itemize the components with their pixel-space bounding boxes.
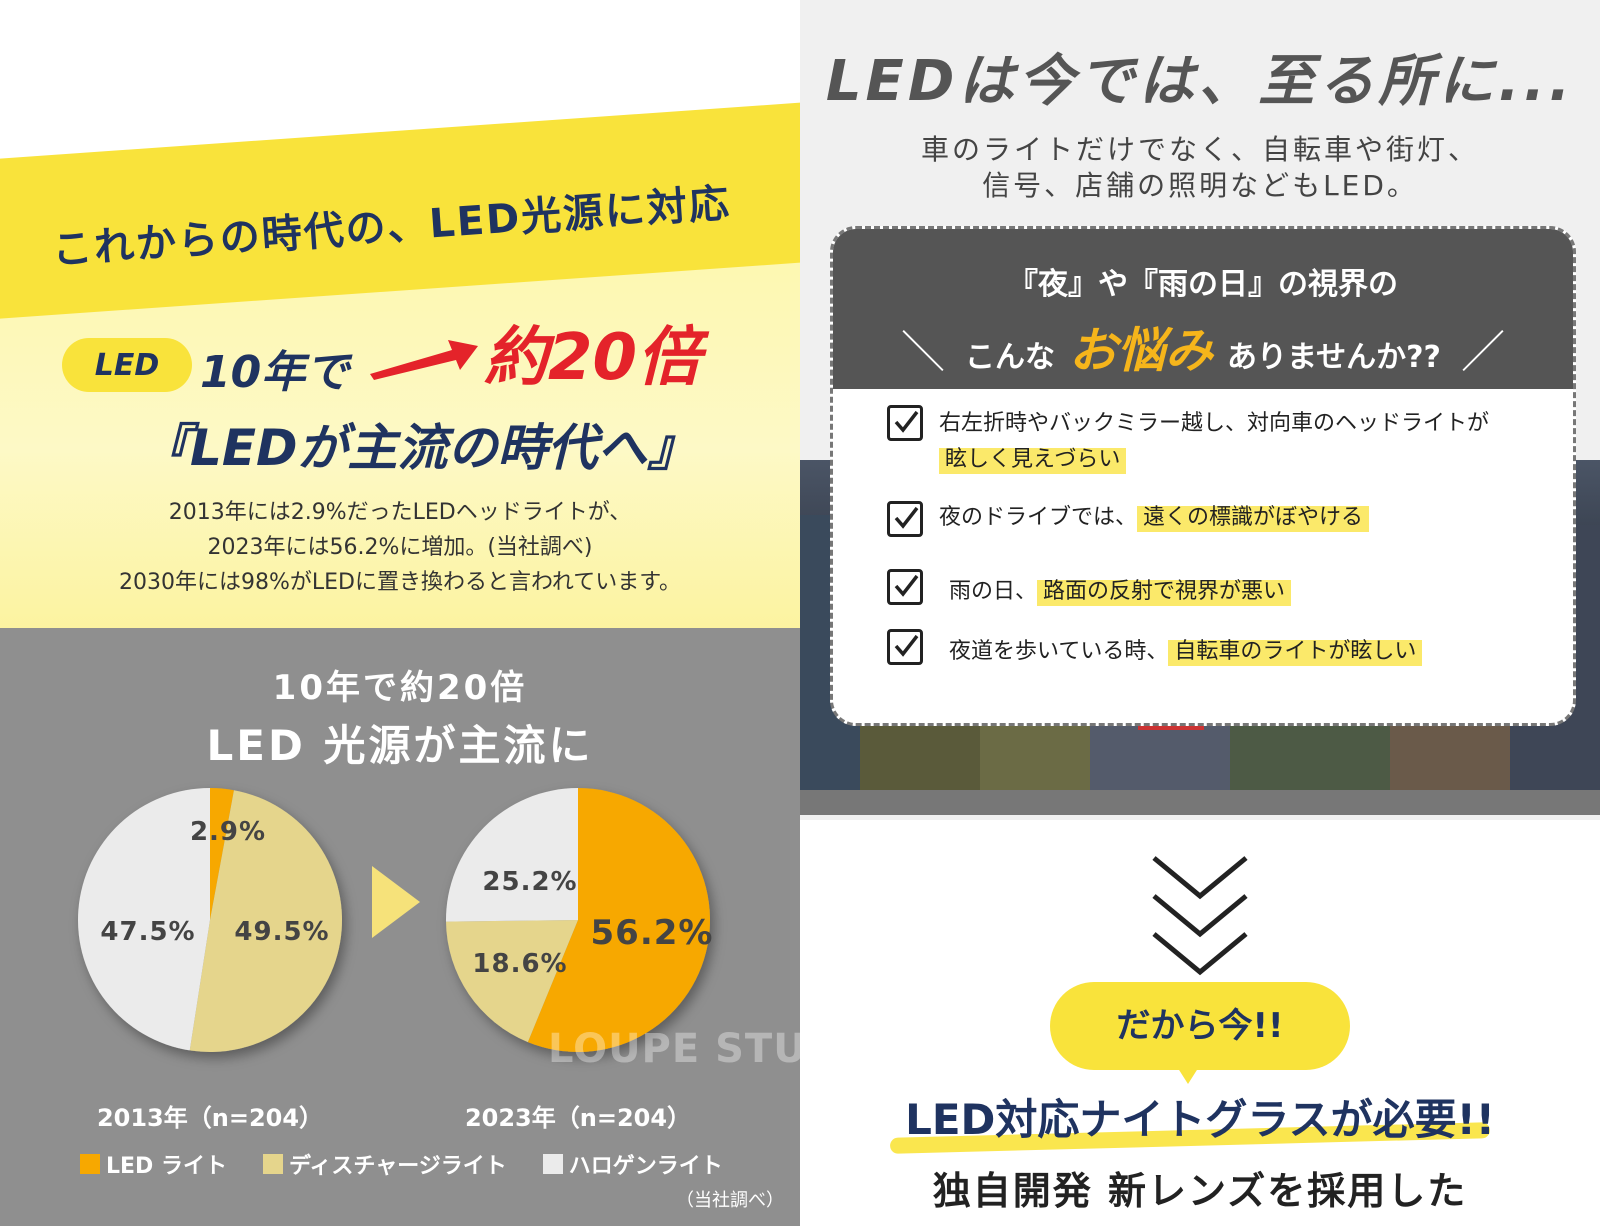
card-heading-1: 『夜』や『雨の日』の視界の: [1008, 267, 1398, 302]
concern-item-2: 夜のドライブでは、 遠くの標識がぼやける: [939, 499, 1370, 532]
pie-slice-1-0: [527, 788, 710, 1052]
chart-title-2: LED 光源が主流に: [206, 721, 594, 770]
red-arrow-icon: [370, 340, 478, 380]
concern-item-1: 右左折時やバックミラー越し、対向車のヘッドライトが: [939, 405, 1489, 437]
right-panel: LEDは今では、至る所に... 車のライトだけでなく、自転車や街灯、 信号、店舗…: [800, 0, 1600, 1226]
legend-swatch-discharge: [262, 1154, 283, 1174]
down-chevrons-icon: [1152, 856, 1248, 976]
description-line-1: 2013年には2.9%だったLEDヘッドライトが、: [168, 500, 632, 525]
speech-bubble: だから今!!: [1050, 982, 1350, 1070]
legend-item-discharge: ディスチャージライト: [262, 1148, 507, 1180]
concern-highlight-1: 眩しく見えづらい: [939, 445, 1127, 474]
concern-highlight-2: 遠くの標識がぼやける: [1137, 503, 1370, 532]
pie-slice-0-2: [77, 788, 210, 1051]
concern-highlight-3: 路面の反射で視界が悪い: [1037, 577, 1292, 606]
description-line-3: 2030年には98%がLEDに置き換わると言われています。: [118, 570, 682, 595]
twenty-times-text: 約20倍: [484, 321, 702, 395]
survey-note: （当社調べ）: [676, 1190, 784, 1211]
pie-slice-0-1: [189, 790, 343, 1053]
description-line-2: 2023年には56.2%に増加。(当社調べ): [207, 535, 593, 560]
mainstream-heading: 『LEDが主流の時代へ』: [140, 419, 698, 477]
led-pill: LED: [62, 338, 192, 392]
chart-legend: LED ライト ディスチャージライト ハロゲンライト: [80, 1148, 723, 1180]
left-panel: これからの時代の、LED光源に対応 LED 10年で 約20倍 『LEDが主流の…: [0, 101, 800, 1226]
card-heading-2: ＼ こんな お悩み ありませんか?? ／: [833, 311, 1573, 381]
check-icon: [887, 501, 923, 537]
ten-years-text: 10年で: [200, 347, 350, 398]
slash-left: ＼: [901, 327, 946, 378]
concern-text-1: 右左折時やバックミラー越し、対向車のヘッドライトが: [939, 411, 1490, 436]
concern-text-2: 夜のドライブでは、: [939, 505, 1138, 530]
legend-swatch-halogen: [542, 1154, 563, 1174]
pie-label-0-1: 49.5%: [234, 917, 329, 947]
concern-text-3: 雨の日、: [949, 579, 1038, 604]
check-icon: [887, 629, 923, 665]
concern-highlight-4: 自転車のライトが眩しい: [1168, 637, 1423, 666]
card-header: [833, 229, 1573, 389]
pie-label-1-1: 18.6%: [472, 949, 567, 979]
legend-item-halogen: ハロゲンライト: [542, 1148, 723, 1180]
speech-bubble-tail: [1174, 1062, 1202, 1084]
subtitle-line-1: 車のライトだけでなく、自転車や街灯、: [920, 133, 1479, 166]
play-arrow-icon: [372, 866, 420, 938]
pie-label-0-0: 2.9%: [190, 817, 266, 847]
pie-caption-2023: 2023年（n=204）: [464, 1104, 692, 1132]
pie-slice-1-2: [446, 788, 578, 922]
street: [800, 790, 1600, 815]
led-everywhere-title: LEDは今では、至る所に...: [825, 49, 1575, 114]
pie-charts: 2.9% 49.5% 47.5% 56.2% 18.6% 25.2%: [77, 788, 714, 1053]
pie-slice-0-0: [210, 788, 234, 920]
legend-swatch-led: [80, 1154, 100, 1174]
konna-text: こんな: [965, 340, 1056, 375]
legend-label-halogen: ハロゲンライト: [568, 1154, 723, 1179]
need-heading: LED対応ナイトグラスが必要!!: [905, 1095, 1495, 1144]
pie-label-1-0: 56.2%: [591, 913, 714, 953]
onayami-text: お悩み: [1069, 323, 1214, 379]
watermark: LOUPE STUDIO: [548, 1026, 892, 1072]
legend-item-led: LED ライト: [80, 1148, 227, 1180]
arimasen-text: ありませんか??: [1227, 340, 1441, 375]
check-icon: [887, 569, 923, 605]
legend-label-led: LED ライト: [106, 1154, 227, 1179]
chart-title-1: 10年で約20倍: [272, 668, 528, 708]
pie-label-0-2: 47.5%: [100, 917, 195, 947]
pie-0: [77, 788, 343, 1053]
pie-caption-2013: 2013年（n=204）: [96, 1104, 324, 1132]
concern-item-1-line-2: 眩しく見えづらい: [939, 441, 1127, 474]
slash-right: ／: [1460, 327, 1505, 378]
concern-item-3: 雨の日、 路面の反射で視界が悪い: [949, 573, 1292, 606]
pie-label-1-2: 25.2%: [482, 867, 577, 897]
pie-1: [446, 788, 710, 1052]
lens-heading: 独自開発 新レンズを採用した: [932, 1169, 1468, 1213]
pie-slice-1-1: [446, 920, 578, 1043]
subtitle-line-2: 信号、店舗の照明などもLED。: [982, 169, 1418, 202]
legend-label-discharge: ディスチャージライト: [288, 1154, 507, 1179]
concern-text-4: 夜道を歩いている時、: [949, 639, 1169, 664]
check-icon: [887, 405, 923, 441]
concerns-card: 『夜』や『雨の日』の視界の ＼ こんな お悩み ありませんか?? ／ 右左折時やバックミ…: [830, 226, 1576, 726]
concern-item-4: 夜道を歩いている時、 自転車のライトが眩しい: [949, 633, 1423, 666]
